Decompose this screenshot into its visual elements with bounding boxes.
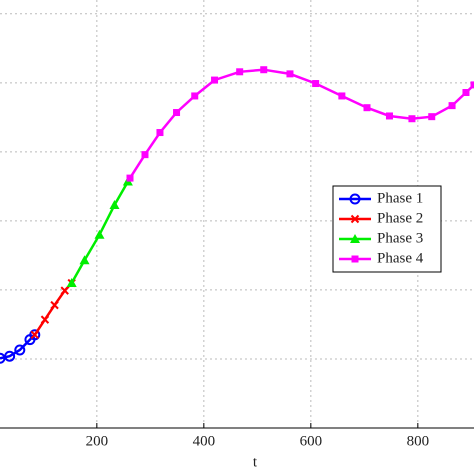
legend-label: Phase 4 xyxy=(377,250,424,266)
marker xyxy=(79,255,90,265)
legend-label: Phase 2 xyxy=(377,210,423,226)
x-tick-label: 200 xyxy=(86,433,109,449)
marker xyxy=(0,352,6,364)
marker xyxy=(40,315,50,324)
x-tick-label: 600 xyxy=(300,433,323,449)
marker xyxy=(312,80,320,88)
series-line xyxy=(128,68,474,179)
marker xyxy=(428,113,436,121)
marker xyxy=(30,330,39,340)
marker xyxy=(109,200,120,210)
marker xyxy=(470,81,474,89)
x-tick-label: 400 xyxy=(193,433,216,449)
legend-label: Phase 3 xyxy=(377,230,423,246)
marker xyxy=(408,115,416,123)
marker xyxy=(363,104,371,112)
marker xyxy=(286,70,294,78)
marker xyxy=(191,92,199,100)
marker xyxy=(94,229,105,239)
marker xyxy=(66,278,77,288)
marker xyxy=(462,89,470,97)
legend: Phase 1 Phase 2 Phase 3 Phase 4 xyxy=(332,185,442,273)
marker xyxy=(350,214,360,224)
marker xyxy=(173,109,181,117)
marker xyxy=(14,344,26,356)
marker xyxy=(349,193,361,205)
marker xyxy=(350,234,360,243)
marker xyxy=(338,92,346,100)
marker xyxy=(29,329,41,341)
marker xyxy=(141,151,149,159)
marker xyxy=(448,102,456,110)
marker xyxy=(60,286,69,295)
marker xyxy=(50,300,59,310)
marker xyxy=(126,174,134,182)
x-axis-label: t xyxy=(253,454,258,470)
legend-label: Phase 1 xyxy=(377,190,423,206)
marker xyxy=(351,255,359,263)
marker xyxy=(156,129,164,137)
marker xyxy=(385,112,393,120)
marker xyxy=(211,76,219,84)
marker xyxy=(4,350,16,362)
marker xyxy=(260,66,268,74)
marker xyxy=(236,68,244,76)
x-tick-label: 800 xyxy=(407,433,430,449)
